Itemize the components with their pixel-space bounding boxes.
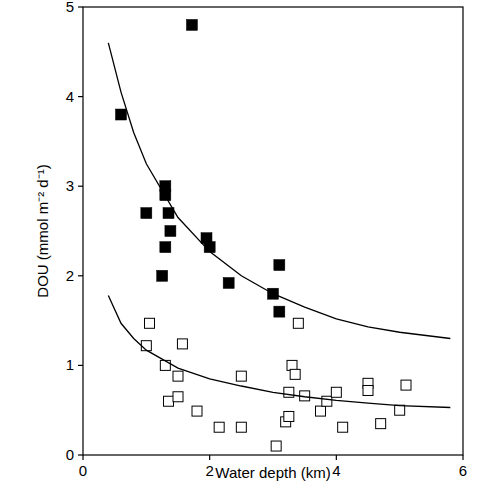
open-square-point	[173, 392, 183, 402]
open-square-point	[236, 422, 246, 432]
y-tick-label: 5	[66, 0, 74, 15]
open-square-point	[164, 396, 174, 406]
open-square-point	[331, 387, 341, 397]
x-tick	[462, 455, 463, 460]
y-tick	[78, 186, 83, 187]
open-square-point	[177, 339, 187, 349]
filled-square-point	[274, 306, 285, 317]
x-tick-label: 4	[332, 462, 340, 479]
y-tick-label: 4	[66, 88, 74, 105]
open-square-point	[145, 318, 155, 328]
open-square-point	[290, 369, 300, 379]
x-tick-label: 0	[79, 462, 87, 479]
y-tick-label: 3	[66, 177, 74, 194]
fit-line	[108, 43, 450, 339]
open-square-point	[322, 396, 332, 406]
open-square-point	[141, 341, 151, 351]
filled-square-point	[141, 208, 152, 219]
y-tick	[78, 454, 83, 455]
y-tick	[78, 6, 83, 7]
filled-square-point	[223, 277, 234, 288]
open-square-point	[192, 406, 202, 416]
plot-data	[108, 19, 450, 451]
filled-square-point	[186, 19, 197, 30]
x-tick	[209, 455, 210, 460]
open-square-point	[173, 371, 183, 381]
filled-square-point	[160, 242, 171, 253]
filled-square-point	[274, 260, 285, 271]
chart: 0 2 4 6 0 1 2 3 4 5 Water depth (km) DOU (mmol m⁻² …	[0, 0, 500, 482]
open-square-point	[236, 371, 246, 381]
open-square-point	[401, 380, 411, 390]
open-square-point	[160, 360, 170, 370]
open-square-point	[284, 387, 294, 397]
filled-square-point	[165, 226, 176, 237]
plot-frame	[83, 7, 463, 455]
open-square-point	[214, 422, 224, 432]
filled-square-point	[116, 109, 127, 120]
y-tick	[78, 365, 83, 366]
y-tick-label: 1	[66, 356, 74, 373]
x-tick-label: 2	[205, 462, 213, 479]
open-square-point	[395, 405, 405, 415]
x-tick-label: 6	[459, 462, 467, 479]
open-square-point	[284, 411, 294, 421]
open-square-point	[316, 406, 326, 416]
y-tick-label: 2	[66, 267, 74, 284]
x-tick	[336, 455, 337, 460]
fit-line	[108, 296, 450, 408]
y-tick	[78, 96, 83, 97]
open-square-point	[271, 441, 281, 451]
y-tick-label: 0	[66, 446, 74, 463]
open-square-point	[363, 385, 373, 395]
filled-square-point	[157, 270, 168, 281]
open-square-point	[338, 422, 348, 432]
x-tick	[82, 455, 83, 460]
y-tick	[78, 275, 83, 276]
open-square-point	[293, 318, 303, 328]
x-axis-label: Water depth (km)	[215, 464, 330, 481]
open-square-point	[376, 419, 386, 429]
y-axis-label: DOU (mmol m⁻² d⁻¹)	[34, 164, 51, 297]
